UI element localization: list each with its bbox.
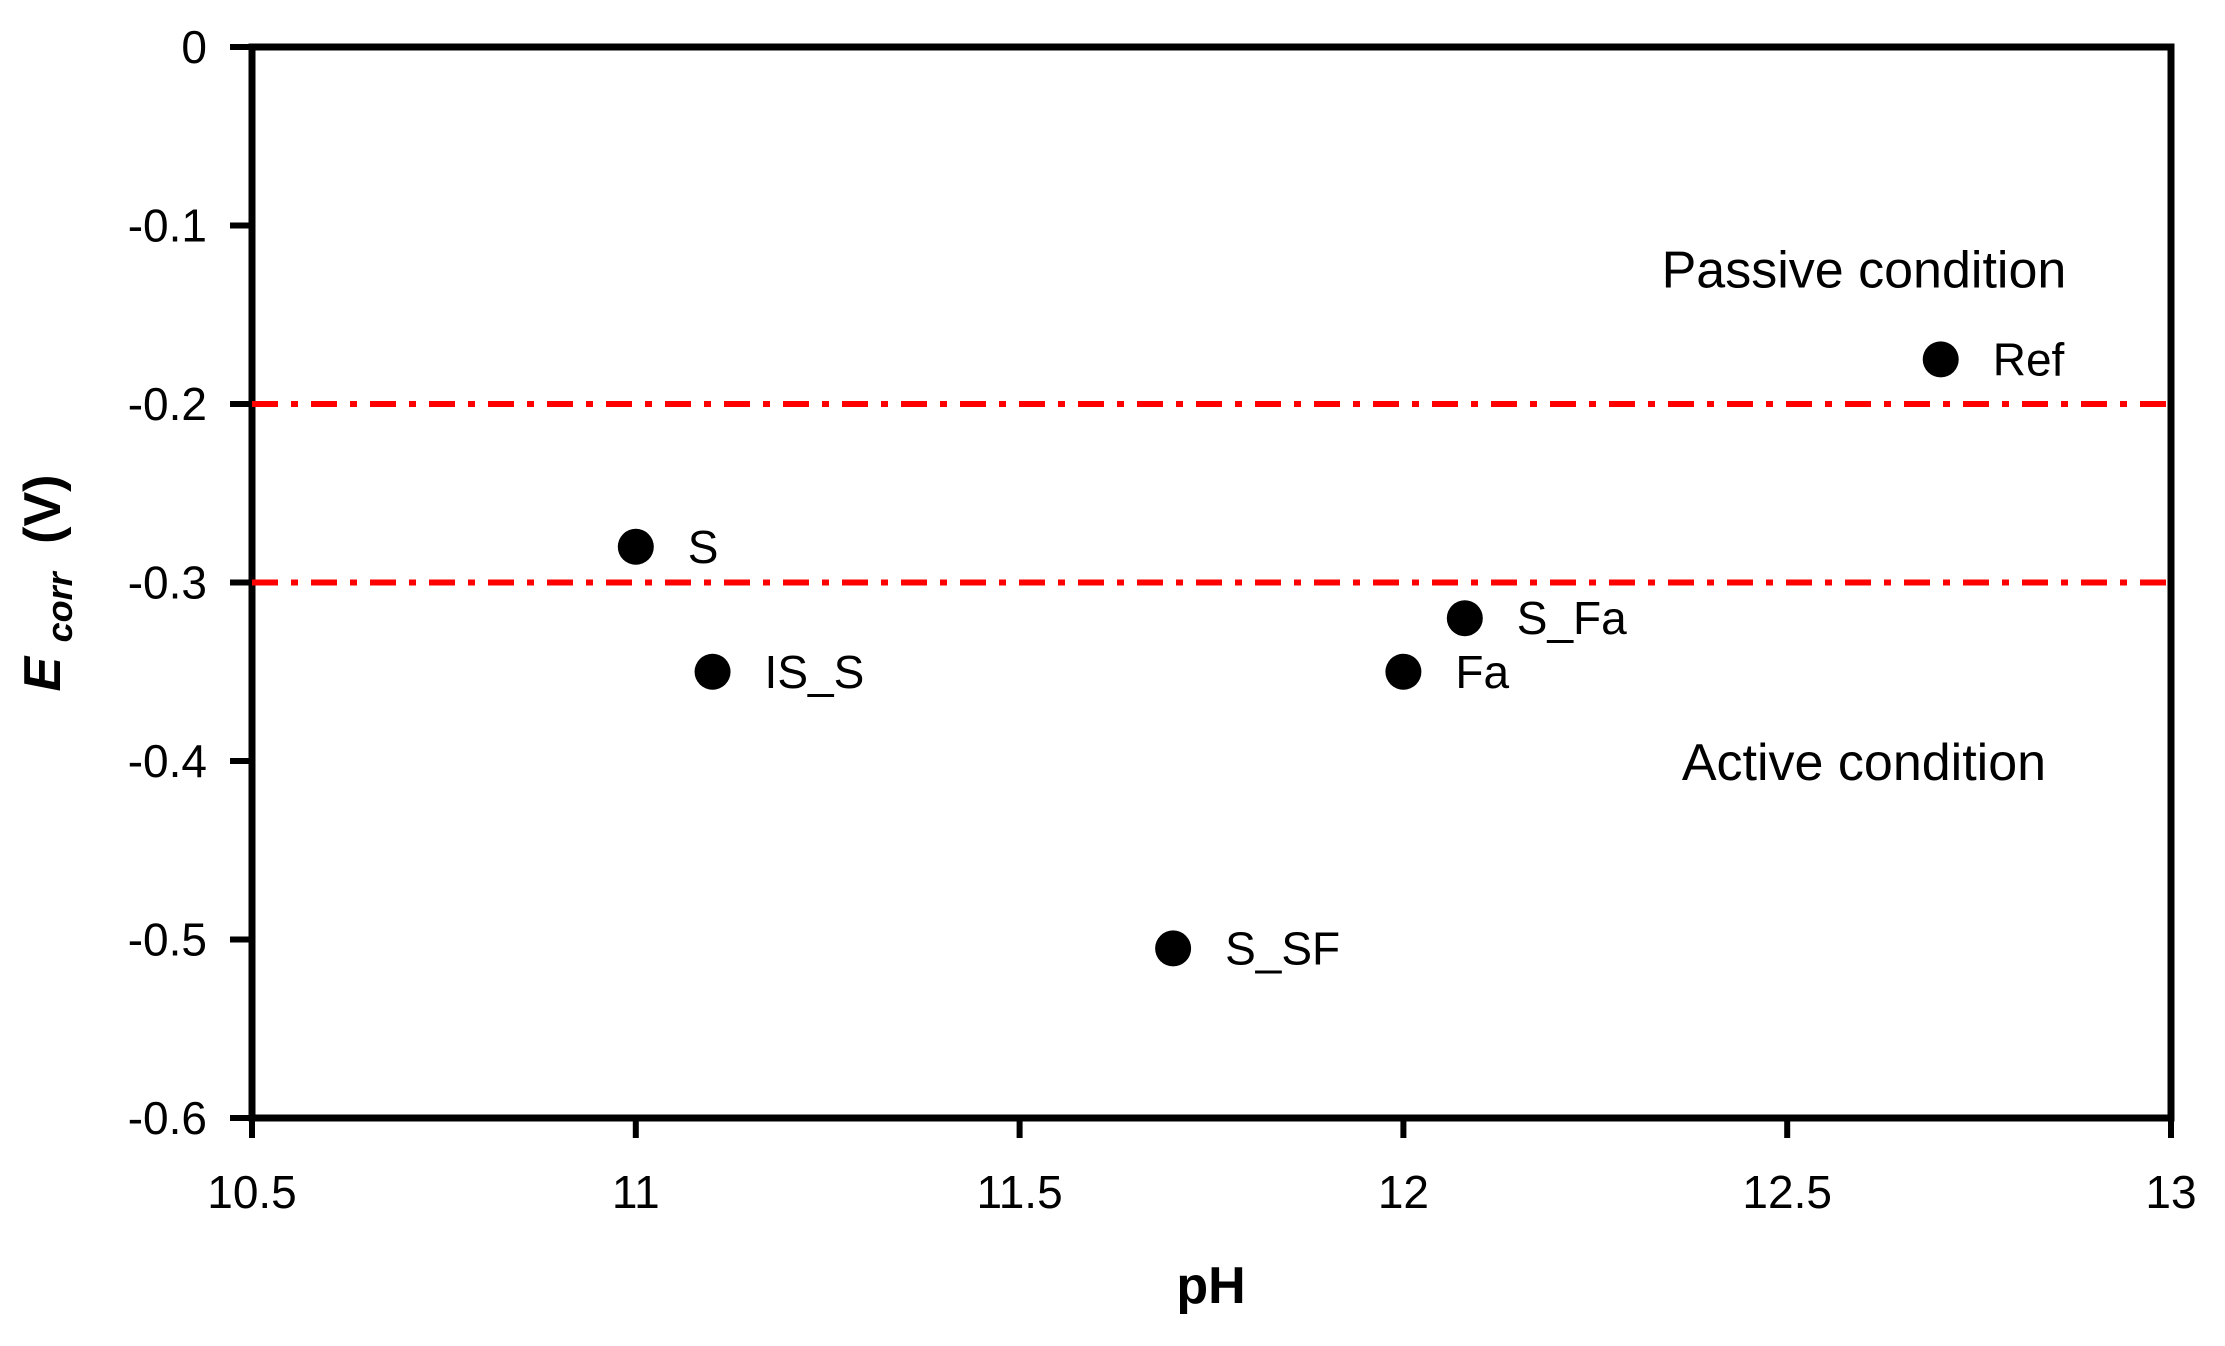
data-point — [1155, 930, 1192, 967]
y-axis-title-subscript: corr — [39, 570, 80, 642]
data-point — [617, 528, 654, 565]
y-axis-tick-label: -0.1 — [128, 200, 207, 252]
data-point-label: Fa — [1455, 646, 1509, 698]
data-point-label: IS_S — [765, 646, 865, 698]
data-point — [1385, 653, 1422, 690]
data-point — [1446, 600, 1483, 637]
annotation-text: Active condition — [1682, 734, 2046, 792]
x-axis-tick-label: 11.5 — [977, 1166, 1063, 1218]
y-axis-tick-label: -0.6 — [128, 1092, 207, 1144]
x-axis-tick-label: 12.5 — [1742, 1166, 1832, 1218]
y-axis-tick-label: -0.5 — [128, 914, 207, 966]
x-axis-tick-label: 12 — [1378, 1166, 1429, 1218]
x-axis-tick-label: 11 — [612, 1166, 660, 1218]
data-point-label: S_SF — [1225, 922, 1340, 974]
x-axis-title: pH — [1176, 1257, 1245, 1315]
y-axis-tick-label: -0.2 — [128, 378, 207, 430]
y-axis-title: E corr (V) — [14, 475, 84, 692]
data-point-label: S_Fa — [1517, 592, 1627, 644]
x-axis-tick-label: 13 — [2145, 1166, 2196, 1218]
annotation-text: Passive condition — [1662, 241, 2067, 299]
data-point-label: Ref — [1993, 333, 2065, 385]
y-axis-title-unit: (V) — [14, 475, 72, 544]
data-point — [1922, 341, 1959, 378]
y-axis-tick-label: -0.3 — [128, 557, 207, 609]
y-axis-title-symbol: E — [14, 655, 72, 691]
y-axis-tick-label: -0.4 — [128, 735, 207, 787]
data-point-label: S — [688, 521, 719, 573]
y-axis-tick-label: 0 — [181, 21, 207, 73]
data-point — [694, 653, 731, 690]
x-axis-tick-label: 10.5 — [207, 1166, 297, 1218]
